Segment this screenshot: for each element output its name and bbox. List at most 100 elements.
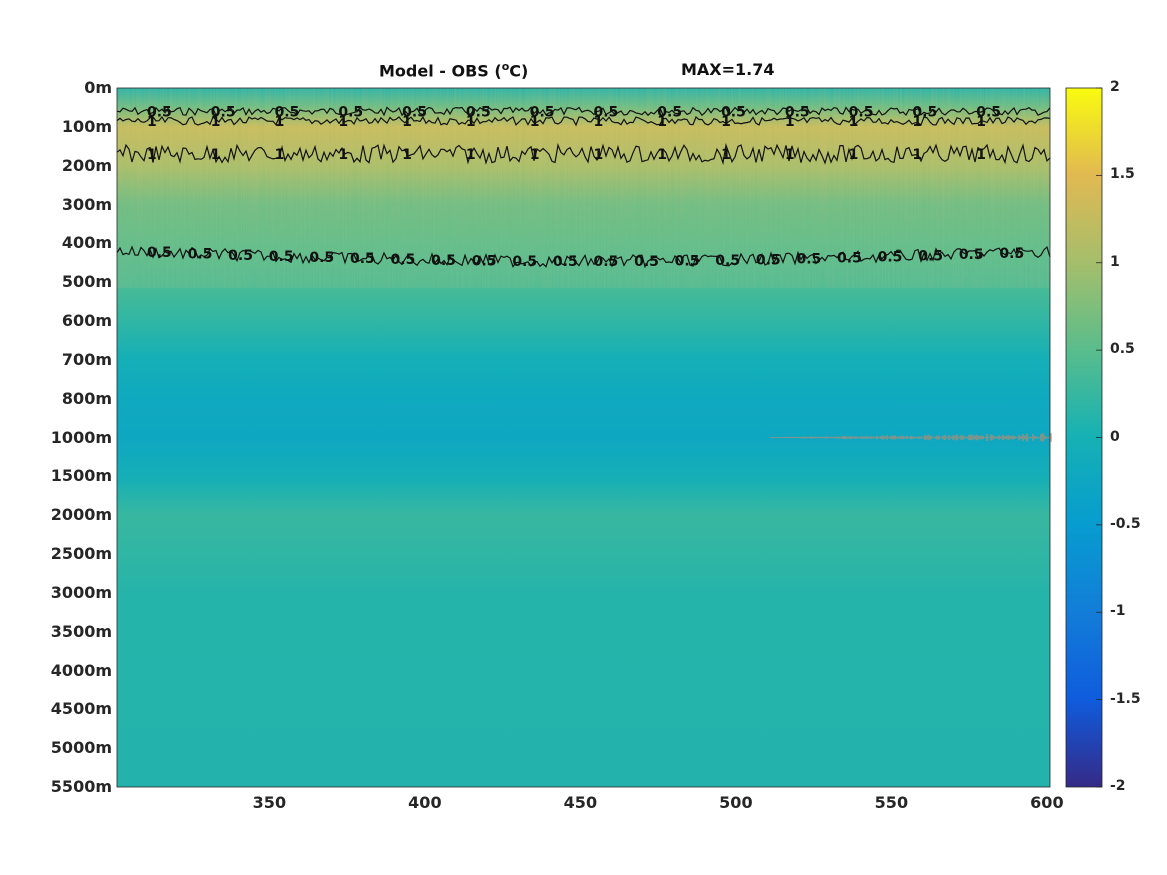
contour-line [116,143,1051,166]
anomaly-mark [916,436,918,439]
anomaly-mark [998,435,1000,440]
title-suffix: C) [509,61,529,81]
anomaly-mark [1028,436,1030,439]
contour-label: 1 [594,147,604,163]
contour-label: 1 [338,114,348,130]
anomaly-mark [818,436,820,439]
anomaly-mark [922,436,924,439]
anomaly-mark [776,436,778,439]
y-tick-label: 600m [61,311,112,330]
y-tick-label: 200m [61,155,112,175]
contour-label: 0.5 [211,104,236,120]
colorbar-tick-label: -1 [1110,603,1126,620]
anomaly-mark [836,436,838,439]
anomaly-mark [1020,436,1022,439]
colorbar-tick-marks [1096,87,1102,788]
anomaly-mark [786,436,788,439]
anomaly-mark [986,433,988,442]
anomaly-mark [908,436,910,439]
max-value-label: MAX=1.74 [681,60,775,79]
anomaly-mark [1014,436,1016,439]
anomaly-mark [978,435,980,440]
contour-label: 0.5 [912,104,937,120]
contour-label: 1 [912,147,922,163]
contour-label: 1 [466,114,476,130]
chart-title: Model - OBS (oC) [379,60,528,80]
anomaly-mark [984,436,986,439]
anomaly-mark [790,436,792,439]
anomaly-mark [920,436,922,439]
anomaly-mark [878,436,880,439]
anomaly-mark [996,436,998,439]
anomaly-mark [898,436,900,439]
y-tick-label: 3500m [50,621,112,641]
contour-label: 0.5 [999,246,1024,262]
anomaly-mark [936,435,938,440]
y-tick-label: 2000m [50,505,112,525]
anomaly-mark [1050,433,1052,442]
contour-label: 0.5 [715,253,740,269]
anomaly-mark [788,436,790,439]
anomaly-mark [798,436,800,439]
anomaly-mark [1046,436,1048,439]
contour-label: 1 [976,147,986,163]
anomaly-mark [1032,434,1034,441]
anomaly-mark [780,436,782,439]
colorbar-tick-label: 2 [1110,79,1120,95]
anomaly-mark [772,436,774,439]
y-tick-label: 4000m [50,660,112,680]
anomaly-mark [904,436,906,439]
anomaly-mark [1040,434,1042,441]
contour-label: 1 [785,114,795,130]
contour-label: 0.5 [431,253,456,269]
anomaly-mark [864,436,866,439]
anomaly-mark [938,435,940,440]
anomaly-mark [792,436,794,439]
contour-label: 0.5 [147,245,172,261]
x-tick-label: 350 [252,793,287,812]
colorbar-tick-label: 0 [1110,428,1120,445]
anomaly-mark [1010,435,1012,440]
contour-label: 1 [275,114,285,130]
contour-label: 0.5 [530,104,555,120]
anomaly-mark [796,436,798,439]
anomaly-mark [868,436,870,439]
anomaly-mark [870,436,872,439]
contour-label: 0.5 [837,251,862,267]
contour-label: 0.5 [721,104,746,120]
anomaly-mark [980,435,982,440]
anomaly-mark [958,436,960,439]
anomaly-mark [900,436,902,439]
anomaly-mark [1006,435,1008,440]
contour-label: 0.5 [553,254,578,270]
anomaly-mark [858,436,860,439]
anomaly-mark [918,436,920,439]
contour-label: 0.5 [188,246,213,262]
anomaly-mark [926,435,928,440]
colorbar-tick-label: 1.5 [1110,166,1135,183]
contour-label: 0.5 [796,252,821,268]
y-tick-label: 4500m [50,699,112,719]
anomaly-mark [952,435,954,440]
anomaly-mark [778,436,780,439]
contour-label: 0.5 [350,251,375,267]
contour-label: 1 [721,147,731,163]
anomaly-mark [782,436,784,439]
anomaly-mark [972,435,974,440]
anomaly-mark [866,436,868,439]
contour-label: 0.5 [402,104,427,120]
anomaly-mark [966,436,968,439]
anomaly-mark [990,434,992,441]
anomaly-mark [896,436,898,439]
anomaly-mark [832,436,834,439]
contour-label: 0.5 [594,104,619,120]
colorbar-tick-label: 1 [1110,253,1120,270]
anomaly-mark [842,435,844,440]
y-tick-label: 0m [84,78,112,97]
contour-label: 1 [338,147,348,163]
anomaly-mark [1044,435,1046,440]
contour-label: 0.5 [756,252,781,268]
anomaly-mark [1018,434,1020,441]
anomaly-mark [928,434,930,441]
anomaly-mark [844,436,846,439]
